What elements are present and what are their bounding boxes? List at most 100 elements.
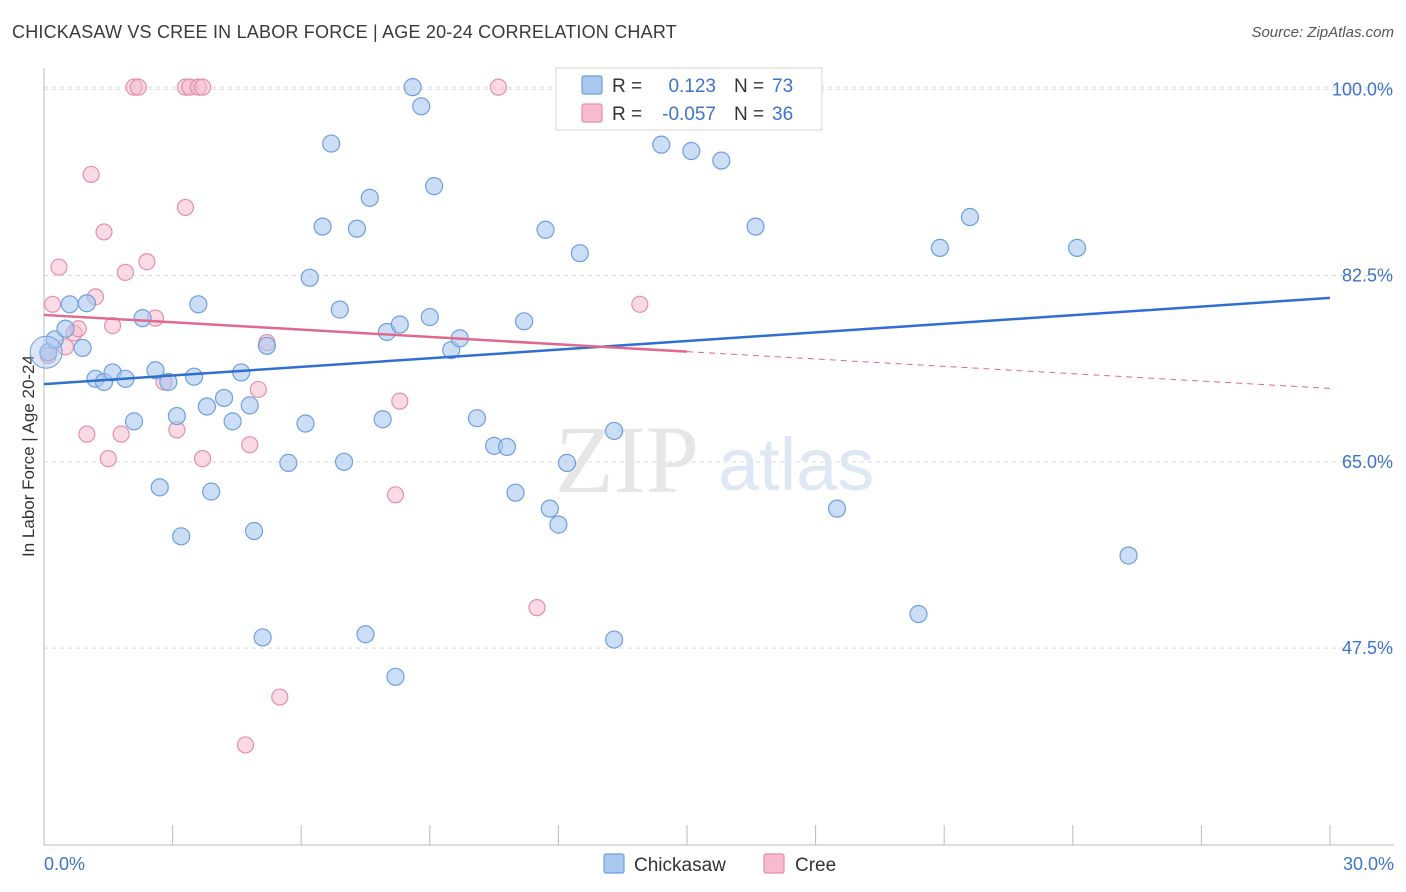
stats-swatch-cree xyxy=(581,103,603,123)
chickasaw-point xyxy=(390,315,409,334)
chickasaw-point xyxy=(73,338,92,358)
chickasaw-point xyxy=(373,410,392,429)
legend-item-cree[interactable]: Cree xyxy=(763,853,836,876)
chickasaw-point xyxy=(386,667,405,686)
chart-title: CHICKASAW VS CREE IN LABOR FORCE | AGE 2… xyxy=(12,22,677,42)
cree-points xyxy=(39,78,649,754)
cree-point xyxy=(176,198,195,217)
stats-r-value-chickasaw: 0.123 xyxy=(668,76,716,97)
cree-point xyxy=(249,380,267,399)
chickasaw-point xyxy=(420,307,439,327)
trend-lines xyxy=(43,296,1331,389)
chickasaw-point xyxy=(146,361,165,380)
chickasaw-point xyxy=(536,220,555,239)
stats-swatch-chickasaw xyxy=(581,75,603,95)
chickasaw-point xyxy=(150,478,169,497)
chickasaw-point xyxy=(313,217,332,236)
cree-trend-line-extension xyxy=(686,351,1331,389)
chickasaw-point xyxy=(1067,238,1087,257)
stats-r-value-cree: -0.057 xyxy=(662,104,716,125)
chickasaw-point xyxy=(930,238,950,257)
chickasaw-point xyxy=(77,294,96,313)
chickasaw-trend-line xyxy=(43,296,1331,386)
cree-point xyxy=(528,599,546,617)
chickasaw-point xyxy=(403,78,422,97)
chickasaw-point xyxy=(412,97,431,116)
chickasaw-points xyxy=(29,78,1138,686)
chickasaw-point-cluster xyxy=(29,335,63,369)
chickasaw-point xyxy=(240,396,259,415)
chickasaw-point xyxy=(253,628,272,647)
cree-point xyxy=(99,450,117,468)
chickasaw-point xyxy=(356,625,375,644)
chickasaw-point xyxy=(467,409,487,428)
cree-point xyxy=(138,253,156,271)
chickasaw-point xyxy=(202,482,221,501)
stats-legend: R = 0.123 N = 73 R = -0.057 N = 36 xyxy=(555,67,823,131)
y-tick-label: 65.0% xyxy=(1342,452,1393,472)
chickasaw-point xyxy=(347,219,367,238)
chickasaw-point xyxy=(960,207,980,227)
y-axis-label: In Labor Force | Age 20-24 xyxy=(19,355,38,557)
chickasaw-point xyxy=(515,312,534,331)
chickasaw-point xyxy=(652,135,671,154)
chickasaw-point xyxy=(334,452,354,471)
chickasaw-point xyxy=(133,309,152,328)
stats-n-value-chickasaw: 73 xyxy=(772,76,793,97)
chickasaw-point xyxy=(257,336,277,355)
cree-point xyxy=(194,78,212,96)
cree-point xyxy=(391,392,409,410)
chickasaw-point xyxy=(214,388,234,408)
chickasaw-point xyxy=(322,134,341,153)
cree-point xyxy=(631,295,649,313)
chickasaw-point xyxy=(223,412,242,431)
cree-point xyxy=(129,78,147,96)
legend-item-chickasaw[interactable]: Chickasaw xyxy=(603,853,726,876)
chickasaw-point xyxy=(540,499,559,518)
chickasaw-point xyxy=(506,483,525,502)
y-tick-labels: 47.5% 65.0% 82.5% 100.0% xyxy=(1332,79,1393,658)
chickasaw-point xyxy=(557,453,577,472)
chickasaw-point xyxy=(244,521,264,541)
chickasaw-point xyxy=(296,414,315,433)
cree-point xyxy=(241,436,259,454)
cree-point xyxy=(489,78,507,96)
cree-point xyxy=(194,450,212,468)
chickasaw-point xyxy=(279,453,298,472)
cree-point xyxy=(386,486,405,504)
legend-label-chickasaw: Chickasaw xyxy=(634,855,726,876)
x-tick-marks xyxy=(172,825,1331,845)
cree-point xyxy=(116,263,135,281)
stats-n-label-cree: N = xyxy=(734,104,764,125)
chickasaw-point xyxy=(330,300,349,319)
stats-r-label-chickasaw: R = xyxy=(612,76,642,97)
y-tick-label: 47.5% xyxy=(1342,638,1393,658)
chickasaw-point xyxy=(184,367,204,386)
cree-point xyxy=(43,295,62,313)
cree-point xyxy=(236,736,255,754)
chickasaw-point xyxy=(1119,546,1138,565)
chickasaw-point xyxy=(549,515,568,534)
watermark-atlas: atlas xyxy=(718,423,874,506)
y-tick-label: 82.5% xyxy=(1342,266,1393,286)
chickasaw-point xyxy=(60,295,79,314)
chickasaw-point xyxy=(56,319,75,338)
chickasaw-point xyxy=(300,268,319,287)
chickasaw-point xyxy=(424,177,444,196)
cree-point xyxy=(78,425,96,443)
chickasaw-point xyxy=(746,217,765,236)
legend-swatch-chickasaw xyxy=(603,853,625,874)
x-tick-label-min: 0.0% xyxy=(44,854,85,874)
chickasaw-point xyxy=(197,397,216,416)
chickasaw-point xyxy=(172,527,191,546)
cree-point xyxy=(50,258,68,276)
bottom-legend: Chickasaw Cree xyxy=(603,853,836,876)
cree-point xyxy=(103,316,122,335)
chickasaw-point xyxy=(682,141,701,161)
stats-n-label-chickasaw: N = xyxy=(734,76,764,97)
chickasaw-point xyxy=(827,499,847,518)
watermark: ZIP atlas xyxy=(555,406,874,513)
legend-swatch-cree xyxy=(763,853,785,874)
stats-n-value-cree: 36 xyxy=(772,104,793,125)
